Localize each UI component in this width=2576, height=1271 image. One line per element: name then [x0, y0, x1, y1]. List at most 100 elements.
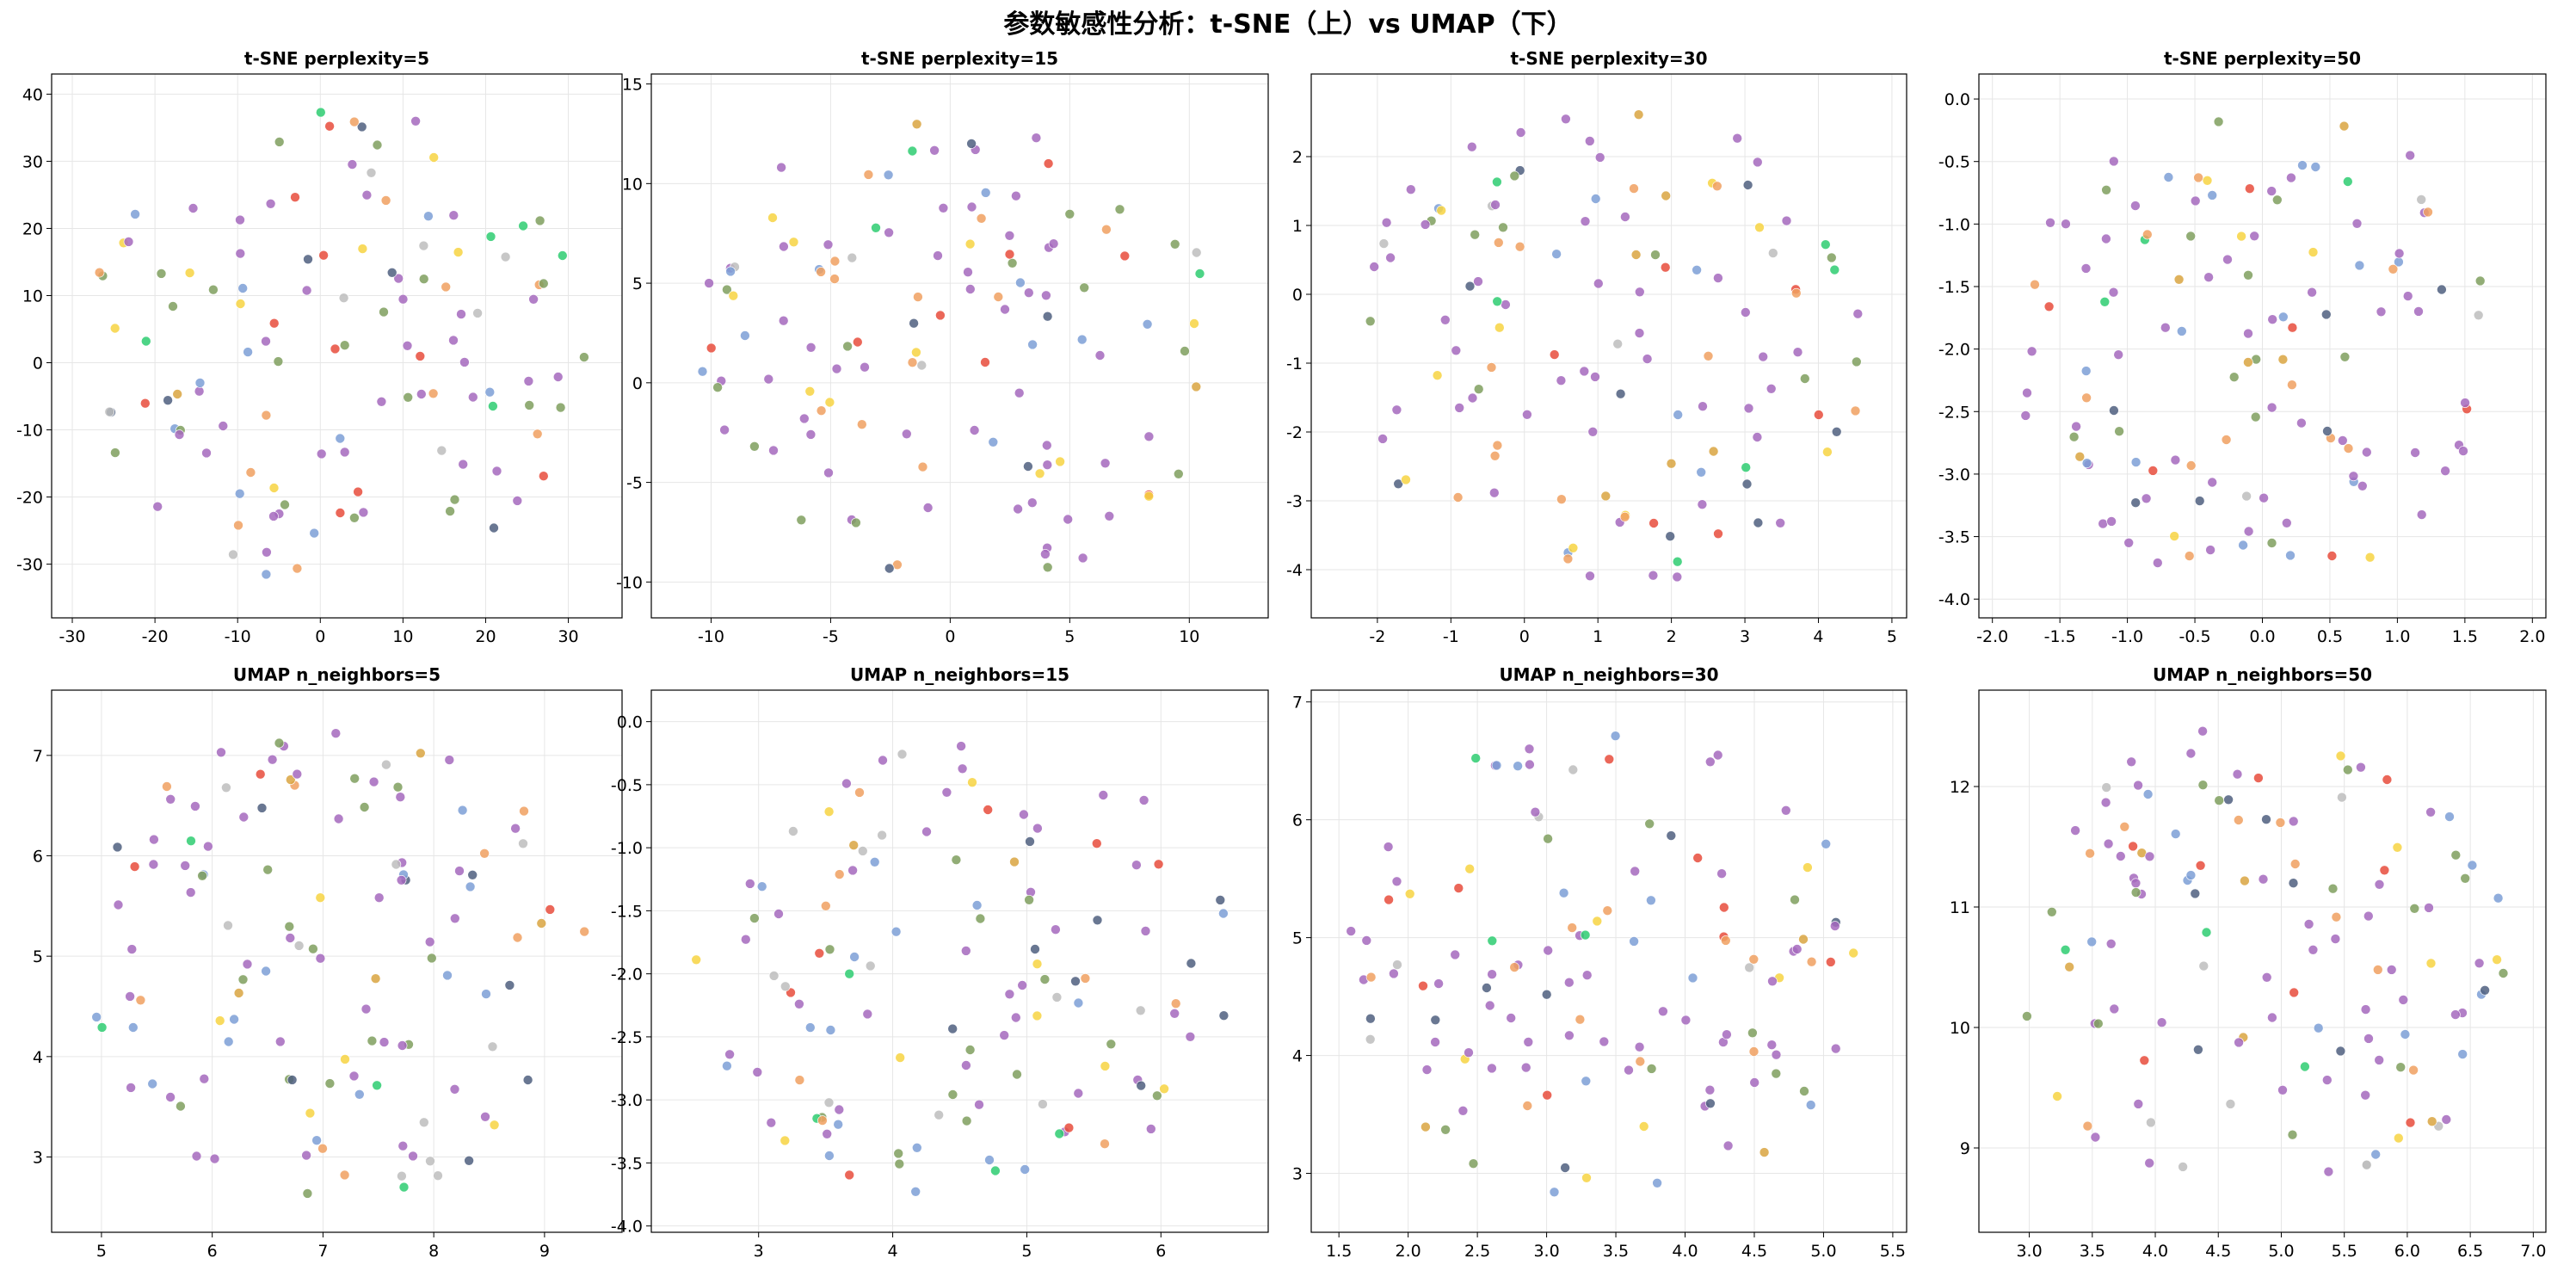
scatter-point	[2360, 1004, 2371, 1015]
scatter-point	[2243, 269, 2253, 281]
scatter-point	[2410, 447, 2420, 458]
scatter-point	[1634, 1041, 1645, 1052]
subplot-4: t-SNE perplexity=50 -2.0 -1.5 -1.0 -0.5 0.0 0.…	[1938, 48, 2547, 646]
y-tick-label: -3.5	[1938, 528, 1970, 547]
scatter-point	[235, 299, 246, 309]
scatter-point	[1391, 404, 1402, 416]
x-tick-label: 3.5	[2080, 1242, 2105, 1261]
scatter-point	[1754, 222, 1765, 233]
scatter-point	[538, 471, 549, 482]
x-tick-label: 5	[1064, 627, 1075, 646]
scatter-point	[309, 528, 320, 539]
scatter-point	[1799, 1086, 1809, 1096]
scatter-point	[725, 266, 736, 277]
scatter-point	[1440, 314, 1451, 325]
scatter-point	[1666, 458, 1677, 469]
scatter-point	[2335, 1046, 2346, 1057]
scatter-point	[999, 1030, 1009, 1040]
scatter-point	[2203, 272, 2214, 283]
scatter-point	[423, 211, 434, 221]
scatter-point	[2148, 466, 2159, 476]
scatter-point	[218, 421, 229, 431]
scatter-point	[966, 139, 977, 149]
scatter-point	[2173, 274, 2185, 285]
axes-frame	[51, 689, 623, 1233]
scatter-point	[308, 943, 318, 954]
scatter-point	[976, 213, 987, 224]
scatter-point	[1581, 1173, 1592, 1183]
scatter-point	[804, 1022, 816, 1033]
scatter-point	[2425, 806, 2436, 818]
scatter-point	[2313, 1022, 2324, 1033]
scatter-point	[1513, 761, 1523, 772]
scatter-point	[2395, 1062, 2406, 1072]
scatter-point	[1692, 853, 1703, 863]
scatter-point	[2221, 435, 2232, 445]
scatter-point	[1568, 764, 1579, 775]
scatter-point	[280, 499, 290, 510]
scatter-point	[980, 357, 990, 367]
scatter-point	[2128, 841, 2138, 852]
x-tick-label: 0	[1519, 627, 1530, 646]
scatter-point	[744, 879, 755, 889]
scatter-point	[456, 309, 466, 319]
scatter-point	[2288, 878, 2299, 888]
scatter-point	[2498, 968, 2509, 978]
scatter-point	[1048, 238, 1059, 250]
scatter-point	[1064, 209, 1075, 219]
scatter-point	[2474, 275, 2486, 287]
scatter-point	[156, 268, 167, 279]
x-tick-label: 6	[1156, 1242, 1166, 1261]
scatter-point	[480, 1112, 490, 1122]
scatter-point	[897, 749, 908, 760]
scatter-point	[1153, 859, 1164, 870]
scatter-point	[1077, 552, 1088, 564]
scatter-point	[884, 227, 894, 238]
scatter-point	[491, 466, 502, 477]
scatter-point	[552, 372, 564, 382]
scatter-point	[2030, 279, 2040, 290]
x-tick-label: 5	[1021, 1242, 1032, 1261]
scatter-point	[863, 170, 874, 180]
scatter-point	[1593, 278, 1604, 289]
y-tick-label: -4.0	[1938, 590, 1970, 609]
scatter-point	[1494, 238, 1504, 248]
scatter-point	[2144, 1157, 2154, 1169]
scatter-point	[415, 748, 426, 759]
scatter-point	[340, 1054, 350, 1064]
scatter-point	[956, 741, 966, 751]
scatter-point	[938, 203, 949, 213]
scatter-point	[397, 1040, 408, 1051]
x-tick-label: -2.0	[1976, 627, 2008, 646]
scatter-point	[1055, 456, 1065, 467]
scatter-point	[1038, 1099, 1048, 1109]
scatter-point	[1490, 200, 1501, 210]
scatter-point	[110, 447, 120, 458]
scatter-point	[489, 522, 499, 534]
scatter-point	[2146, 1117, 2156, 1128]
scatter-point	[1100, 458, 1111, 469]
scatter-point	[2440, 466, 2450, 477]
scatter-point	[1092, 915, 1103, 926]
y-tick-label: -30	[16, 556, 43, 575]
scatter-point	[261, 336, 271, 347]
scatter-point	[1020, 1164, 1030, 1175]
y-tick-label: 1	[1292, 217, 1303, 236]
scatter-point	[842, 341, 853, 352]
scatter-point	[2103, 838, 2114, 849]
scatter-point	[349, 773, 361, 784]
scatter-point	[268, 511, 279, 521]
scatter-point	[274, 137, 285, 147]
scatter-point	[315, 107, 326, 118]
scatter-point	[2398, 995, 2409, 1005]
scatter-point	[1747, 1027, 1758, 1039]
scatter-point	[370, 973, 381, 984]
scatter-point	[2400, 1029, 2411, 1040]
scatter-point	[487, 1041, 498, 1052]
scatter-point	[1600, 491, 1612, 502]
scatter-point	[1660, 262, 1671, 273]
scatter-point	[823, 806, 835, 818]
scatter-point	[235, 214, 245, 225]
scatter-point	[2061, 219, 2071, 230]
scatter-point	[1560, 1163, 1570, 1173]
